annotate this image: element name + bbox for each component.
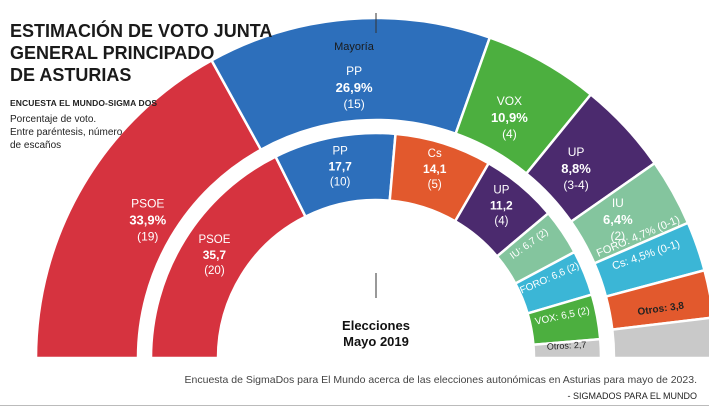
caption: Encuesta de SigmaDos para El Mundo acerc… bbox=[184, 374, 697, 386]
label-party-iu: IU bbox=[612, 196, 624, 210]
label-value-up: 8,8% bbox=[561, 161, 591, 176]
divider bbox=[0, 405, 709, 406]
label-party-up: UP bbox=[568, 145, 585, 159]
label-2019-value-cs: 14,1 bbox=[423, 162, 447, 176]
title-line: GENERAL PRINCIPADO bbox=[10, 43, 215, 63]
center-label-line: Mayo 2019 bbox=[343, 334, 409, 349]
title-line: ESTIMACIÓN DE VOTO JUNTA bbox=[10, 21, 273, 41]
label-2019-value-up: 11,2 bbox=[490, 199, 513, 213]
note-line: Entre paréntesis, número bbox=[10, 127, 123, 138]
label-2019-seats-psoe: (20) bbox=[204, 265, 225, 277]
label-seats-psoe: (19) bbox=[137, 229, 158, 243]
label-2019-seats-pp: (10) bbox=[330, 176, 351, 188]
slice-otros bbox=[532, 337, 603, 360]
label-value-pp: 26,9% bbox=[336, 80, 373, 95]
chart-title: ESTIMACIÓN DE VOTO JUNTA GENERAL PRINCIP… bbox=[10, 20, 280, 86]
label-2019-seats-up: (4) bbox=[494, 216, 508, 228]
label-2019-value-pp: 17,7 bbox=[328, 159, 352, 173]
title-line: DE ASTURIAS bbox=[10, 65, 132, 85]
label-seats-vox: (4) bbox=[502, 127, 517, 141]
label-party-pp: PP bbox=[346, 64, 362, 78]
label-2019-party-cs: Cs bbox=[428, 148, 442, 160]
label-value-psoe: 33,9% bbox=[129, 212, 166, 227]
majority-label: Mayoría bbox=[334, 41, 375, 53]
label-party-psoe: PSOE bbox=[131, 196, 164, 210]
slice-otros bbox=[610, 316, 709, 360]
label-party-vox: VOX bbox=[497, 94, 522, 108]
label-2019-party-psoe: PSOE bbox=[198, 234, 230, 246]
label-seats-up: (3-4) bbox=[563, 178, 588, 192]
label-seats-iu: (2) bbox=[610, 229, 625, 243]
source-label: ENCUESTA EL MUNDO-SIGMA DOS bbox=[10, 98, 158, 108]
note-line: de escaños bbox=[10, 140, 62, 151]
label-2019-party-pp: PP bbox=[332, 145, 348, 157]
label-value-iu: 6,4% bbox=[603, 212, 633, 227]
outer-ring bbox=[34, 16, 709, 360]
label-2019-value-psoe: 35,7 bbox=[203, 248, 227, 262]
label-value-vox: 10,9% bbox=[491, 110, 528, 125]
label-2019-seats-cs: (5) bbox=[428, 179, 442, 191]
credit: - SIGMADOS PARA EL MUNDO bbox=[567, 391, 697, 401]
label-2019-party-up: UP bbox=[493, 185, 509, 197]
note-line: Porcentaje de voto. bbox=[10, 114, 97, 125]
inner-ring bbox=[149, 131, 603, 360]
label-seats-pp: (15) bbox=[343, 97, 364, 111]
center-label-line: Elecciones bbox=[342, 318, 410, 333]
label-2019-otros: Otros: 2,7 bbox=[547, 340, 587, 352]
